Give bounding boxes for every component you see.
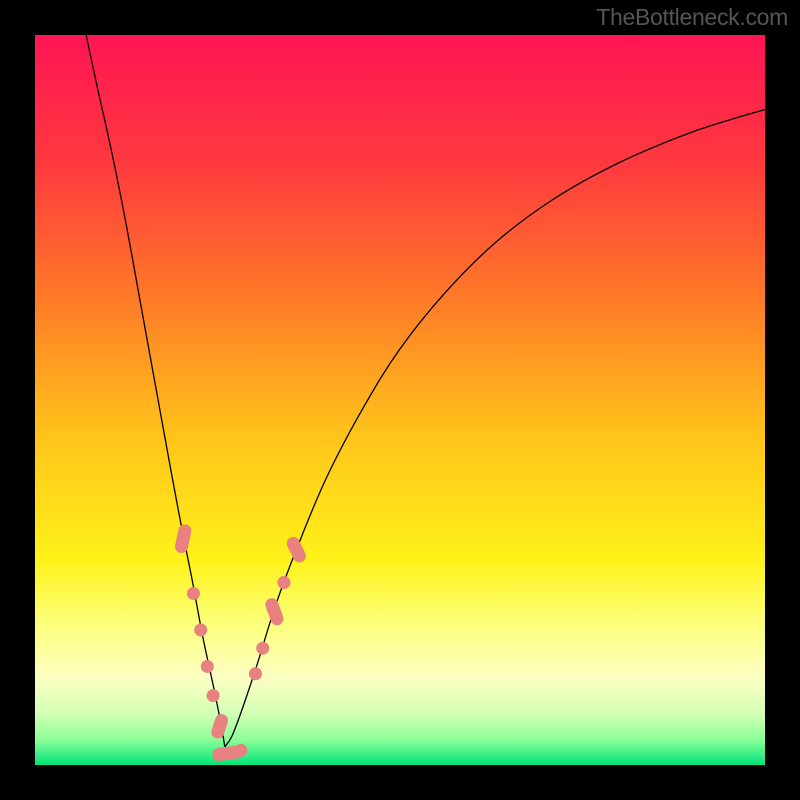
chart-overlay: [35, 35, 765, 765]
marker-capsule: [285, 535, 309, 565]
curve-line: [225, 109, 765, 746]
marker-dot: [207, 689, 220, 702]
bottleneck-curve: [86, 35, 765, 747]
marker-dot: [201, 660, 214, 673]
curve-line: [86, 35, 225, 747]
watermark-text: TheBottleneck.com: [596, 4, 788, 31]
marker-dot: [249, 667, 262, 680]
marker-capsule: [174, 523, 193, 554]
marker-capsule: [264, 596, 286, 627]
marker-dot: [256, 642, 269, 655]
marker-dot: [194, 623, 207, 636]
marker-dot: [234, 744, 247, 757]
marker-dot: [187, 587, 200, 600]
marker-capsule: [210, 712, 230, 740]
scatter-markers: [174, 523, 308, 762]
marker-dot: [277, 576, 290, 589]
